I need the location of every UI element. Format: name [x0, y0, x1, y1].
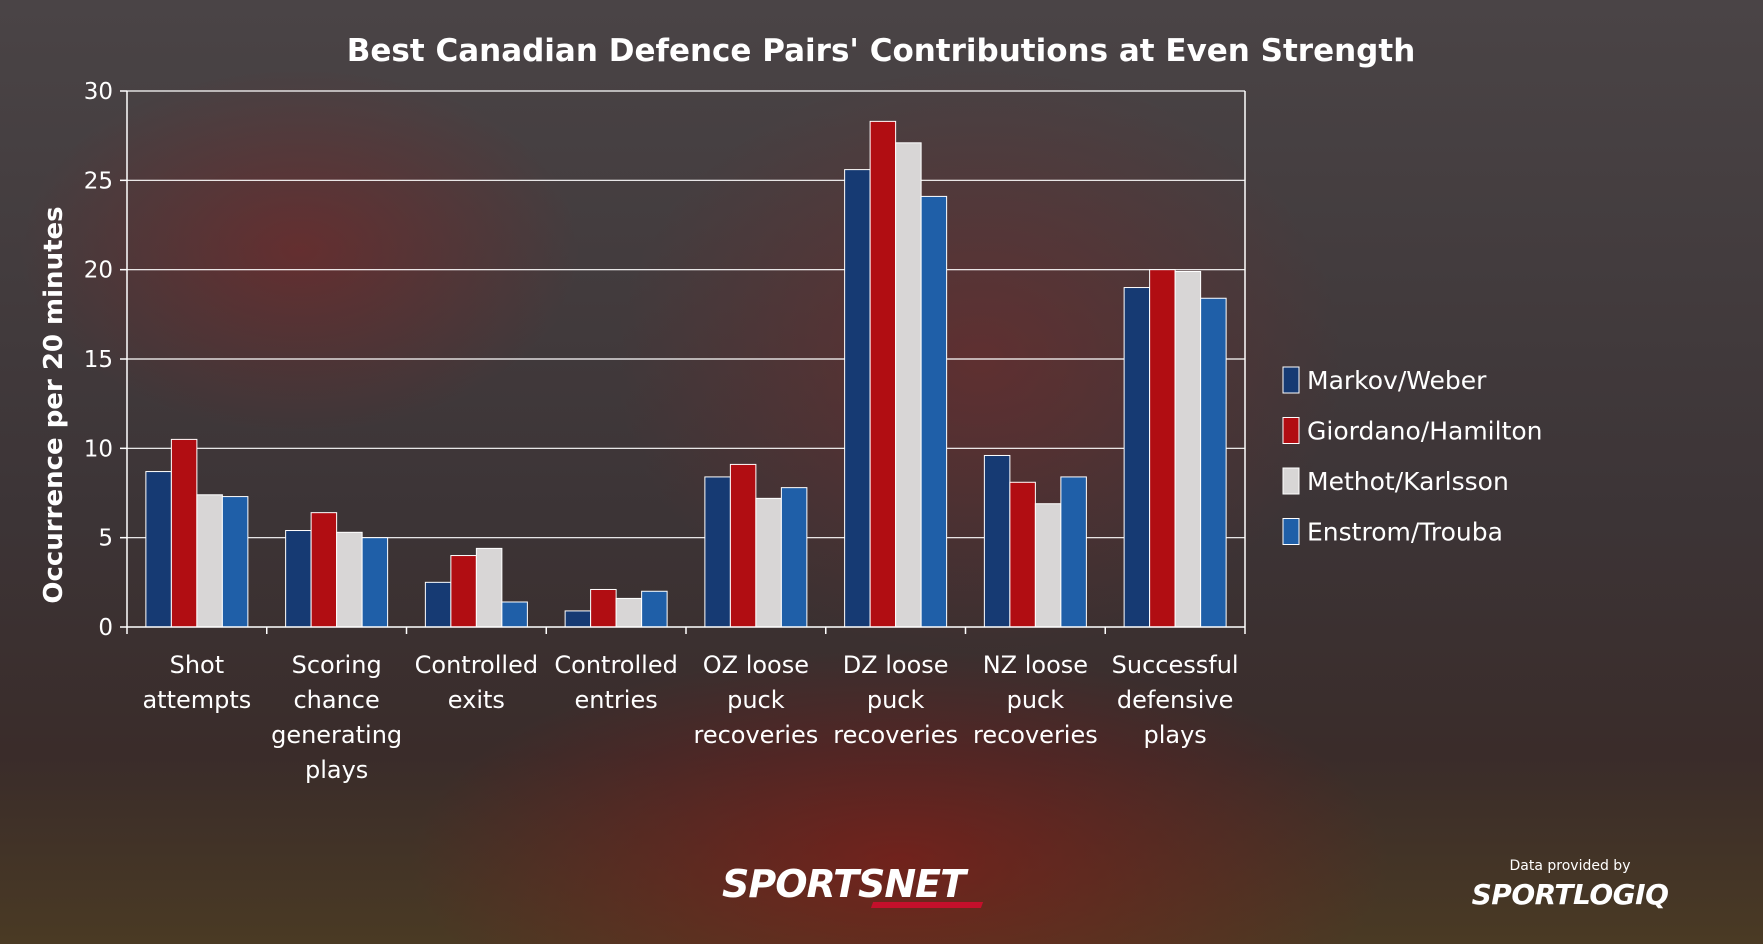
category-label-line: chance [293, 686, 379, 714]
category-label-line: generating [271, 721, 402, 749]
category-label-line: Successful [1112, 651, 1239, 679]
category-label: Controlled exits [415, 651, 538, 714]
bar-markov-weber [285, 530, 312, 628]
category-label-line: exits [448, 686, 505, 714]
legend-label: Markov/Weber [1307, 366, 1487, 395]
sportlogiq-logo: SPORTLOGIQ [1471, 878, 1669, 911]
sportsnet-swoosh [870, 902, 984, 908]
category-label-line: Controlled [554, 651, 677, 679]
category-label-line: puck [727, 686, 785, 714]
bar-enstrom-trouba [501, 601, 528, 628]
bar-methot-karlsson [336, 531, 363, 628]
bar-enstrom-trouba [780, 487, 808, 628]
category-label: DZ loose puck recoveries [833, 651, 958, 749]
legend-label: Enstrom/Trouba [1307, 518, 1503, 547]
category-label-line: recoveries [693, 721, 818, 749]
bar-giordano-hamilton [590, 588, 617, 628]
y-tick-label: 10 [84, 436, 113, 462]
bar-giordano-hamilton [869, 120, 897, 628]
bar-markov-weber [564, 610, 592, 628]
bar-enstrom-trouba [221, 496, 249, 628]
category-label-line: Shot [170, 651, 225, 679]
credit-line: Data provided by [1509, 858, 1631, 874]
bar-markov-weber [424, 581, 452, 628]
category-label: Shot attempts [142, 651, 251, 714]
category-label-line: puck [867, 686, 925, 714]
category-label-line: OZ loose [703, 651, 809, 679]
category-label-line: plays [1143, 721, 1206, 749]
bar-markov-weber [145, 471, 172, 628]
legend-swatch [1282, 518, 1300, 545]
bar-markov-weber [704, 476, 731, 628]
bar-markov-weber [983, 454, 1011, 628]
bar-methot-karlsson [196, 494, 223, 628]
category-label-line: plays [305, 756, 368, 784]
legend-label: Methot/Karlsson [1307, 467, 1509, 496]
legend-label: Giordano/Hamilton [1307, 417, 1543, 446]
bars [145, 120, 1227, 628]
y-tick-labels: 0 5 10 15 20 25 30 [84, 79, 113, 641]
bar-markov-weber [844, 169, 871, 628]
bar-methot-karlsson [475, 547, 503, 628]
legend: Markov/Weber Giordano/Hamilton Methot/Karl… [1282, 366, 1543, 547]
bar-giordano-hamilton [310, 512, 338, 628]
category-labels: Shot attempts Scoring chance generating plays… [142, 651, 1238, 784]
bar-methot-karlsson [615, 597, 643, 628]
category-label: OZ loose puck recoveries [693, 651, 818, 749]
legend-swatch [1282, 417, 1300, 444]
category-label: NZ loose puck recoveries [973, 651, 1098, 749]
bar-giordano-hamilton [1009, 481, 1036, 628]
category-label-line: puck [1007, 686, 1065, 714]
bar-enstrom-trouba [920, 195, 948, 628]
bar-giordano-hamilton [729, 463, 757, 628]
y-tick-label: 30 [84, 79, 113, 105]
category-label-line: entries [575, 686, 658, 714]
bar-markov-weber [1123, 287, 1151, 628]
category-label: Successful defensive plays [1112, 651, 1239, 749]
bar-methot-karlsson [755, 497, 782, 628]
bar-giordano-hamilton [170, 438, 198, 628]
y-tick-label: 15 [84, 347, 113, 373]
sportsnet-logo: SPORTSNET [722, 862, 984, 908]
data-credit: Data provided by SPORTLOGIQ [1460, 858, 1680, 911]
axes [126, 91, 1246, 634]
category-label-line: attempts [142, 686, 251, 714]
bar-giordano-hamilton [1149, 269, 1176, 628]
category-label-line: NZ loose [983, 651, 1088, 679]
category-label: Controlled entries [554, 651, 677, 714]
category-label-line: DZ loose [843, 651, 949, 679]
y-tick-label: 20 [84, 258, 113, 284]
bar-enstrom-trouba [1060, 476, 1087, 628]
category-label-line: recoveries [973, 721, 1098, 749]
legend-swatch [1282, 366, 1300, 394]
bar-enstrom-trouba [1200, 297, 1227, 628]
sportsnet-logo-text: SPORTSNET [722, 862, 966, 906]
bar-methot-karlsson [895, 142, 922, 628]
y-tick-label: 25 [84, 168, 113, 194]
bar-enstrom-trouba [361, 537, 389, 628]
bar-giordano-hamilton [450, 555, 477, 628]
category-label-line: Controlled [415, 651, 538, 679]
category-label-line: recoveries [833, 721, 958, 749]
category-label: Scoring chance generating plays [271, 651, 402, 784]
y-axis-label: Occurrence per 20 minutes [39, 206, 69, 603]
category-label-line: defensive [1117, 686, 1234, 714]
legend-swatch [1282, 467, 1300, 495]
chart-title: Best Canadian Defence Pairs' Contributio… [347, 33, 1416, 69]
bar-methot-karlsson [1034, 503, 1062, 628]
y-tick-label: 0 [98, 615, 113, 641]
category-label-line: Scoring [292, 651, 382, 679]
bar-methot-karlsson [1174, 270, 1202, 628]
bar-enstrom-trouba [641, 590, 668, 628]
y-tick-label: 5 [98, 526, 113, 552]
